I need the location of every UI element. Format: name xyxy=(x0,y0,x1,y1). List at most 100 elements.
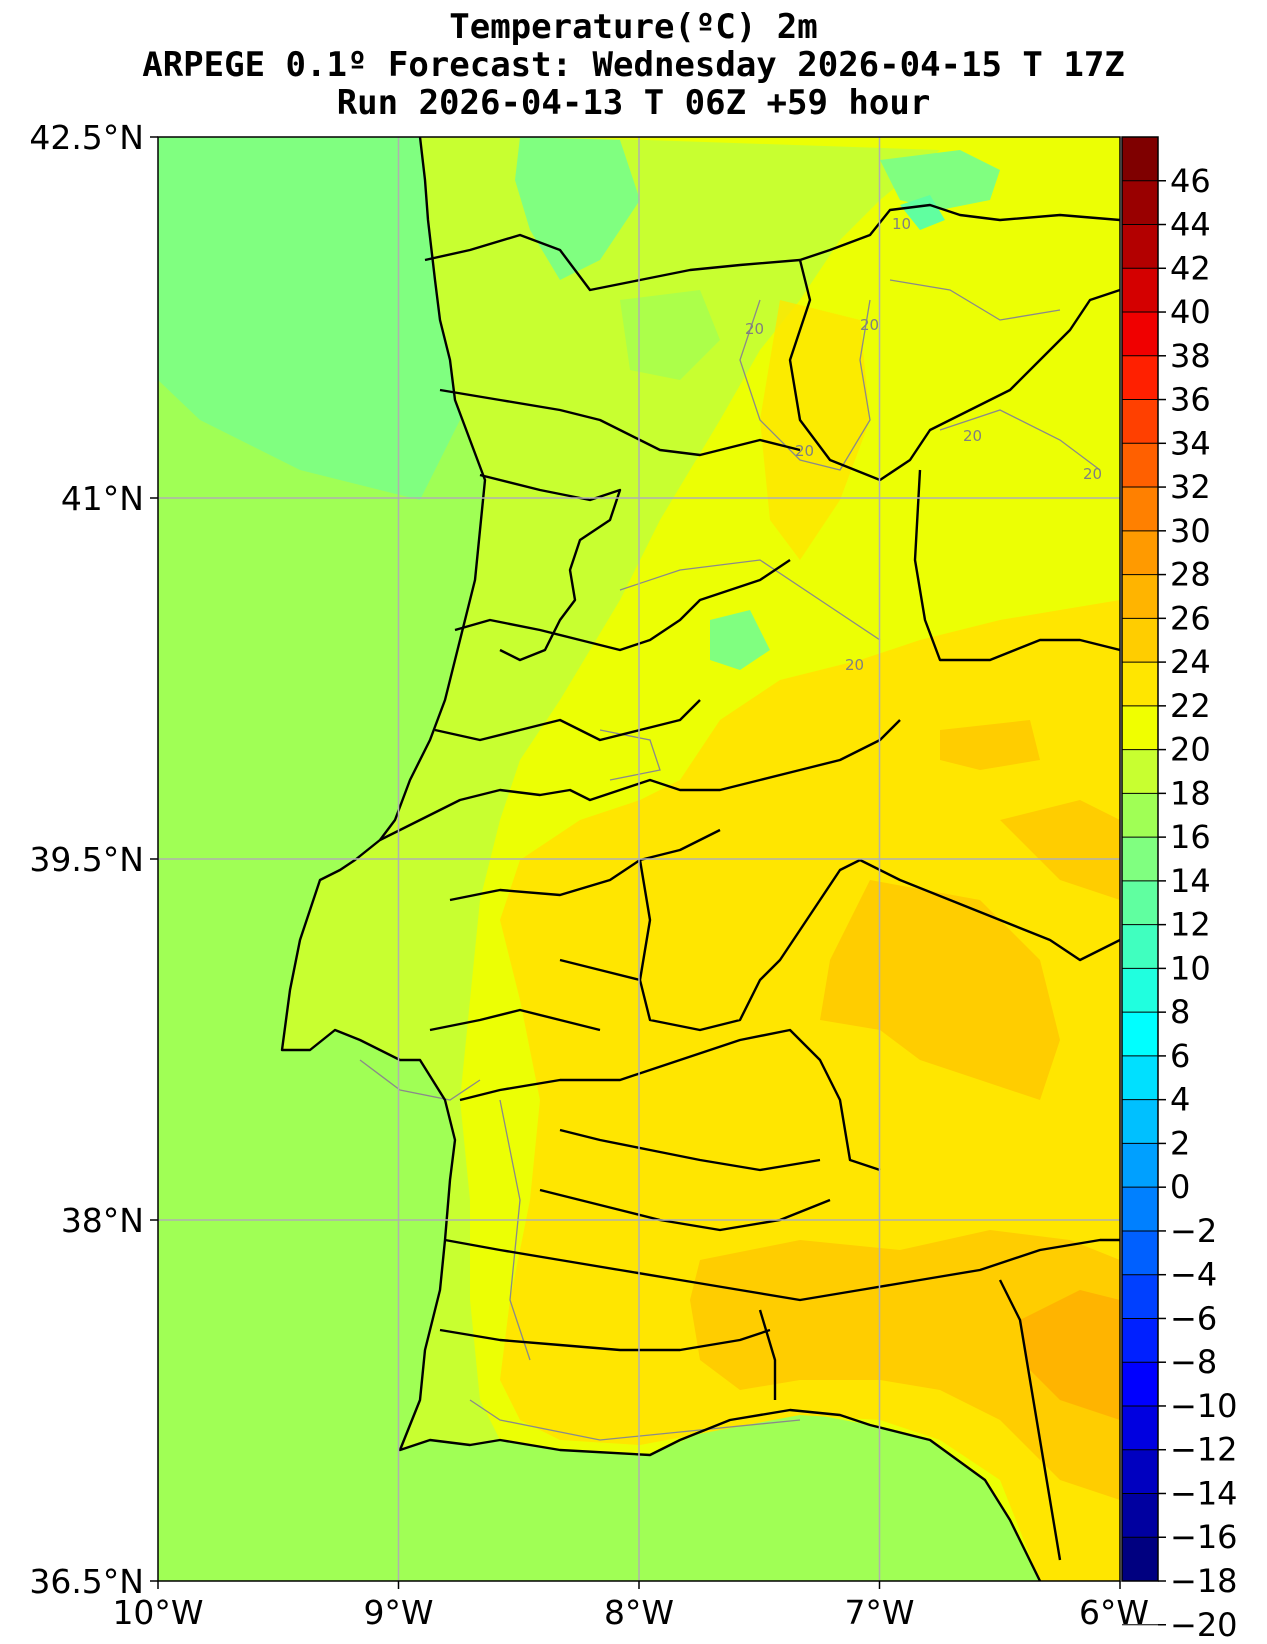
hot-patch-far-east xyxy=(1000,800,1120,900)
colorbar-segment xyxy=(1122,618,1158,663)
isotherm-label-20e: 20 xyxy=(1083,465,1102,483)
colorbar-label: 12 xyxy=(1170,906,1211,944)
colorbar-segment xyxy=(1122,1012,1158,1057)
colorbar-segment xyxy=(1122,574,1158,619)
colorbar-segment xyxy=(1122,1318,1158,1363)
cool-patch-north-3 xyxy=(620,290,720,380)
colorbar-segment xyxy=(1122,1055,1158,1101)
colorbar-label: 32 xyxy=(1170,468,1211,506)
colorbar-label: −16 xyxy=(1170,1518,1238,1556)
warm-north-patch xyxy=(760,300,870,560)
borders xyxy=(280,137,1120,1581)
cool-patch-central xyxy=(710,610,770,670)
lon-label: 7°W xyxy=(844,1593,914,1632)
isotherm-label-20d: 20 xyxy=(963,427,982,445)
colorbar-label: −14 xyxy=(1170,1474,1238,1512)
isotherm-label-10: 10 xyxy=(892,215,911,233)
cool-sea-patch-2 xyxy=(240,137,440,360)
graticule xyxy=(158,137,1120,1581)
lat-label: 36.5°N xyxy=(29,1562,144,1601)
colorbar-label: 18 xyxy=(1170,774,1211,812)
title-line-variable: Temperature(ºC) 2m xyxy=(449,7,818,47)
colorbar-label: −2 xyxy=(1170,1212,1217,1250)
colorbar-label: −12 xyxy=(1170,1431,1238,1469)
colorbar-segment xyxy=(1122,443,1158,488)
colorbar-segment xyxy=(1122,705,1158,751)
colorbar-segment xyxy=(1122,1405,1158,1451)
hot-patch-south xyxy=(690,1230,1120,1500)
lon-label: 10°W xyxy=(112,1593,203,1632)
hottest-patch-southeast xyxy=(1020,1290,1120,1420)
colorbar-label: 4 xyxy=(1170,1081,1190,1119)
isotherm-label-20a: 20 xyxy=(745,320,764,338)
colorbar-segment xyxy=(1122,355,1158,401)
title-line-run: Run 2026-04-13 T 06Z +59 hour xyxy=(336,83,931,123)
colorbar-segment xyxy=(1122,924,1158,969)
isotherm-label-20b: 20 xyxy=(860,316,879,334)
lon-label: 8°W xyxy=(604,1593,674,1632)
colorbar-label: 22 xyxy=(1170,687,1211,725)
border-spain-east xyxy=(788,259,1120,482)
colorbar-label: 28 xyxy=(1170,556,1211,594)
colorbar-label: 0 xyxy=(1170,1168,1190,1206)
colorbar-label: 42 xyxy=(1170,249,1211,287)
colorbar-segment xyxy=(1122,1099,1158,1144)
colorbar-label: −6 xyxy=(1170,1299,1217,1337)
colorbar-segment xyxy=(1122,749,1158,794)
colorbar-label: 30 xyxy=(1170,512,1211,550)
colorbar-label: 38 xyxy=(1170,337,1211,375)
colorbar-label: 26 xyxy=(1170,599,1211,637)
colorbar-label: 40 xyxy=(1170,293,1211,331)
colorbar-label: 14 xyxy=(1170,862,1211,900)
colorbar-label: 46 xyxy=(1170,162,1211,200)
colorbar-segment xyxy=(1122,1537,1158,1582)
colorbar-label: 10 xyxy=(1170,949,1211,987)
colorbar-segment xyxy=(1122,137,1158,182)
colorbar-label: 34 xyxy=(1170,424,1211,462)
map-title: Temperature(ºC) 2m ARPEGE 0.1º Forecast:… xyxy=(0,8,1267,122)
isotherm-lines xyxy=(359,279,1101,1441)
lat-label: 41°N xyxy=(61,479,144,518)
lat-label: 38°N xyxy=(61,1201,144,1240)
colorbar-segment xyxy=(1122,530,1158,576)
lat-label: 42.5°N xyxy=(29,118,144,157)
colorbar-label: 20 xyxy=(1170,731,1211,769)
cool-patch-north-2 xyxy=(880,150,1000,210)
colorbar-segment xyxy=(1122,837,1158,882)
colorbar-segment xyxy=(1122,1493,1158,1538)
colorbar-label: −4 xyxy=(1170,1256,1217,1294)
colorbar-segment xyxy=(1122,399,1158,444)
colorbar-label: 24 xyxy=(1170,643,1211,681)
colorbar-label: 2 xyxy=(1170,1124,1190,1162)
colorbar-segment xyxy=(1122,487,1158,532)
colorbar-segment xyxy=(1122,224,1158,269)
isotherm-label-20f: 20 xyxy=(845,656,864,674)
colorbar-label: 8 xyxy=(1170,993,1190,1031)
axis-ticks xyxy=(150,136,1121,1589)
lon-label: 6°W xyxy=(1079,1593,1149,1632)
colorbar-segment xyxy=(1122,1274,1158,1319)
title-line-forecast: ARPEGE 0.1º Forecast: Wednesday 2026-04-… xyxy=(142,45,1125,85)
colorbar-segment xyxy=(1122,1449,1158,1494)
colorbar-segment xyxy=(1122,1230,1158,1276)
colorbar-label: −10 xyxy=(1170,1387,1238,1425)
colorbar-segment xyxy=(1122,1362,1158,1407)
colorbar-segment xyxy=(1122,662,1158,707)
colorbar-segment xyxy=(1122,968,1158,1013)
colorbar: 4644424038363432302826242220181614121086… xyxy=(1121,136,1238,1644)
lat-label: 39.5°N xyxy=(29,840,144,879)
lon-label: 9°W xyxy=(363,1593,433,1632)
colorbar-segment xyxy=(1122,880,1158,926)
colorbar-segment xyxy=(1122,1143,1158,1188)
colorbar-label: 44 xyxy=(1170,206,1211,244)
colorbar-label: 36 xyxy=(1170,381,1211,419)
coldest-patch xyxy=(900,195,945,230)
colorbar-segment xyxy=(1122,268,1158,313)
colorbar-segment xyxy=(1122,793,1158,838)
isotherm-label-20c: 20 xyxy=(795,442,814,460)
colorbar-label: −20 xyxy=(1170,1606,1238,1644)
colorbar-label: −8 xyxy=(1170,1343,1217,1381)
colorbar-label: −18 xyxy=(1170,1562,1238,1600)
colorbar-segment xyxy=(1122,312,1158,357)
